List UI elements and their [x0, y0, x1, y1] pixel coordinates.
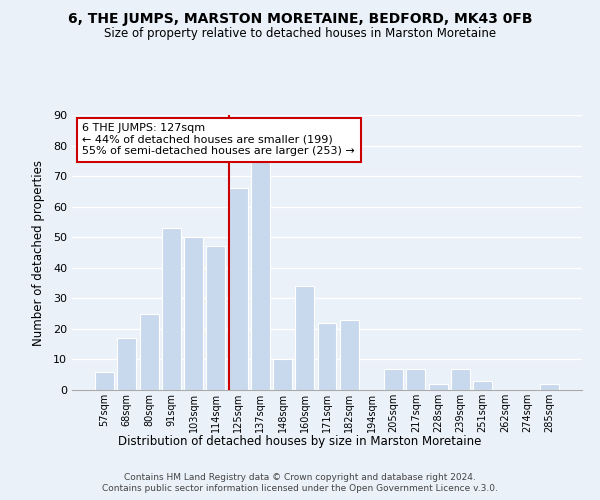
Bar: [540, 384, 559, 390]
Bar: [406, 368, 425, 390]
Bar: [273, 360, 292, 390]
Bar: [451, 368, 470, 390]
Text: Size of property relative to detached houses in Marston Moretaine: Size of property relative to detached ho…: [104, 28, 496, 40]
Bar: [162, 228, 181, 390]
Text: Contains public sector information licensed under the Open Government Licence v.: Contains public sector information licen…: [102, 484, 498, 493]
Bar: [229, 188, 248, 390]
Bar: [95, 372, 114, 390]
Bar: [251, 161, 270, 390]
Bar: [118, 338, 136, 390]
Text: 6 THE JUMPS: 127sqm
← 44% of detached houses are smaller (199)
55% of semi-detac: 6 THE JUMPS: 127sqm ← 44% of detached ho…: [82, 123, 355, 156]
Text: Distribution of detached houses by size in Marston Moretaine: Distribution of detached houses by size …: [118, 435, 482, 448]
Y-axis label: Number of detached properties: Number of detached properties: [32, 160, 44, 346]
Bar: [317, 323, 337, 390]
Bar: [184, 237, 203, 390]
Bar: [429, 384, 448, 390]
Text: Contains HM Land Registry data © Crown copyright and database right 2024.: Contains HM Land Registry data © Crown c…: [124, 472, 476, 482]
Text: 6, THE JUMPS, MARSTON MORETAINE, BEDFORD, MK43 0FB: 6, THE JUMPS, MARSTON MORETAINE, BEDFORD…: [68, 12, 532, 26]
Bar: [473, 381, 492, 390]
Bar: [206, 246, 225, 390]
Bar: [295, 286, 314, 390]
Bar: [340, 320, 359, 390]
Bar: [140, 314, 158, 390]
Bar: [384, 368, 403, 390]
